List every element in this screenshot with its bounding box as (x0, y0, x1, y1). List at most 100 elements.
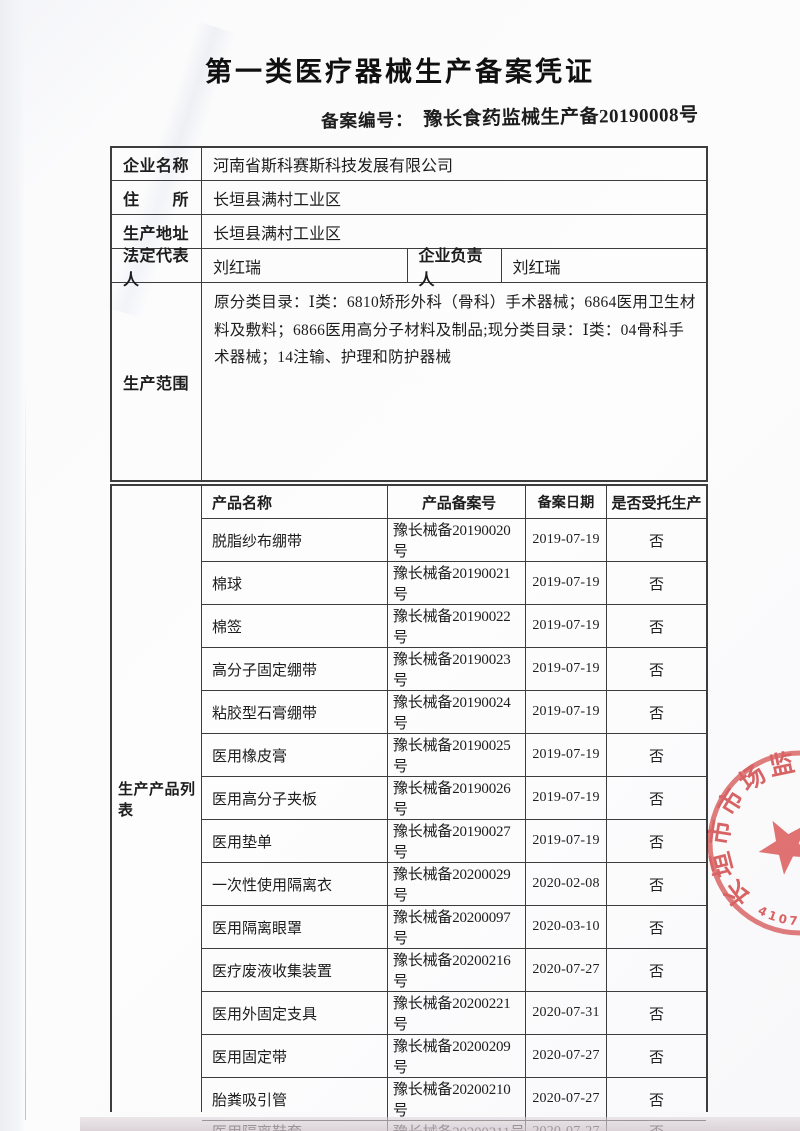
product-name-cell: 高分子固定绷带 (202, 648, 388, 690)
product-filing-number-cell: 豫长械备20200029号 (388, 863, 526, 905)
product-name-cell: 粘胶型石膏绷带 (202, 691, 388, 733)
product-table-row: 高分子固定绷带 豫长械备20190023号 2019-07-19 否 (202, 648, 706, 691)
product-filing-date-cell: 2019-07-19 (526, 648, 607, 690)
header-product-name: 产品名称 (202, 486, 388, 518)
product-entrusted-cell: 否 (648, 619, 664, 636)
product-table-row: 医用橡皮膏 豫长械备20190025号 2019-07-19 否 (202, 734, 706, 777)
residence-row: 住 所 长垣县满村工业区 (112, 181, 706, 215)
residence-label: 住 所 (112, 181, 202, 214)
product-entrusted-cell: 否 (648, 1092, 664, 1109)
product-table-row: 医用固定带 豫长械备20200209号 2020-07-27 否 (202, 1035, 706, 1078)
header-filing-number: 产品备案号 (388, 486, 526, 518)
product-grid: 产品名称 产品备案号 备案日期 是否受托生产 脱脂纱布绷带 豫长械备201900… (202, 486, 706, 1131)
filing-number-line: 备案编号： 豫长食药监械生产备20190008号 (321, 100, 699, 134)
enterprise-manager-value: 刘红瑞 (512, 259, 561, 277)
product-filing-number-cell: 豫长械备20200221号 (388, 992, 526, 1034)
product-entrusted-cell: 否 (648, 1049, 664, 1066)
product-entrusted-cell: 否 (648, 662, 664, 679)
product-filing-number-cell: 豫长械备20190025号 (388, 734, 526, 776)
product-name-cell: 棉签 (202, 605, 388, 647)
product-filing-date-cell: 2019-07-19 (526, 691, 607, 733)
product-table-row: 棉球 豫长械备20190021号 2019-07-19 否 (202, 562, 706, 605)
product-filing-date-cell: 2020-03-10 (526, 906, 607, 948)
official-red-stamp: 长垣市市场监 41072 (704, 748, 800, 936)
product-filing-number-cell: 豫长械备20190020号 (388, 519, 526, 561)
product-filing-number-cell: 豫长械备20200210号 (388, 1078, 526, 1120)
residence-value: 长垣县满村工业区 (213, 191, 342, 209)
product-entrusted-cell: 否 (648, 748, 664, 765)
company-label: 企业名称 (112, 148, 202, 180)
company-row: 企业名称 河南省斯科赛斯科技发展有限公司 (112, 148, 706, 181)
product-filing-date-cell: 2019-07-19 (526, 734, 607, 776)
product-filing-date-cell: 2019-07-19 (526, 562, 607, 604)
product-filing-number-cell: 豫长械备20190022号 (388, 605, 526, 647)
product-name-cell: 医用橡皮膏 (202, 734, 388, 776)
product-table-row: 医用垫单 豫长械备20190027号 2019-07-19 否 (202, 820, 706, 863)
legal-representative-row: 法定代表人 刘红瑞 企业负责人 刘红瑞 (112, 248, 706, 289)
product-table-row: 医疗废液收集装置 豫长械备20200216号 2020-07-27 否 (202, 949, 706, 992)
paper-edge-line (25, 380, 26, 1120)
product-entrusted-cell: 否 (648, 1006, 664, 1023)
product-name-cell: 脱脂纱布绷带 (202, 519, 388, 561)
product-name-cell: 一次性使用隔离衣 (202, 863, 388, 905)
production-scope-label: 生产范围 (112, 283, 202, 480)
product-table-header: 产品名称 产品备案号 备案日期 是否受托生产 (202, 486, 706, 519)
product-filing-date-cell: 2019-07-19 (526, 519, 607, 561)
product-table-row: 医用隔离眼罩 豫长械备20200097号 2020-03-10 否 (202, 906, 706, 949)
product-list-section-label: 生产产品列表 (112, 486, 202, 1112)
stamp-arc-text: 长垣市市场监 (704, 748, 797, 912)
enterprise-manager-label: 企业负责人 (408, 248, 502, 289)
production-address-row: 生产地址 长垣县满村工业区 (112, 215, 706, 249)
product-filing-date-cell: 2020-07-27 (526, 949, 607, 991)
product-table-row: 粘胶型石膏绷带 豫长械备20190024号 2019-07-19 否 (202, 691, 706, 734)
product-list-table: 生产产品列表 产品名称 产品备案号 备案日期 是否受托生产 脱脂纱布绷带 豫长械… (110, 484, 708, 1131)
product-filing-date-cell: 2020-07-27 (526, 1035, 607, 1077)
product-name-cell: 医疗废液收集装置 (202, 949, 388, 991)
product-filing-number-cell: 豫长械备20190026号 (388, 777, 526, 819)
product-table-row: 一次性使用隔离衣 豫长械备20200029号 2020-02-08 否 (202, 863, 706, 906)
company-value: 河南省斯科赛斯科技发展有限公司 (213, 158, 454, 175)
enterprise-info-table: 企业名称 河南省斯科赛斯科技发展有限公司 住 所 长垣县满村工业区 生产地址 长… (110, 146, 708, 482)
product-table-row: 胎粪吸引管 豫长械备20200210号 2020-07-27 否 (202, 1078, 706, 1121)
certificate-title: 第一类医疗器械生产备案凭证 (205, 57, 595, 87)
product-table-row: 医用外固定支具 豫长械备20200221号 2020-07-31 否 (202, 992, 706, 1035)
svg-text:长垣市市场监: 长垣市市场监 (704, 748, 800, 912)
production-address-value: 长垣县满村工业区 (213, 225, 342, 243)
header-filing-date: 备案日期 (526, 486, 607, 518)
product-name-cell: 医用隔离眼罩 (202, 906, 388, 948)
product-filing-number-cell: 豫长械备20190023号 (388, 648, 526, 690)
product-entrusted-cell: 否 (648, 791, 664, 808)
product-filing-number-cell: 豫长械备20190024号 (388, 691, 526, 733)
product-entrusted-cell: 否 (648, 576, 664, 593)
product-filing-number-cell: 豫长械备20190021号 (388, 562, 526, 604)
product-filing-number-cell: 豫长械备20200216号 (388, 949, 526, 991)
product-name-cell: 医用外固定支具 (202, 992, 388, 1034)
stamp-ring (707, 750, 800, 936)
header-entrusted: 是否受托生产 (611, 495, 702, 512)
production-scope-row: 生产范围 原分类目录：Ⅰ类：6810矫形外科（骨科）手术器械；6864医用卫生材… (112, 283, 706, 480)
production-address-label: 生产地址 (112, 215, 202, 248)
product-entrusted-cell: 否 (648, 920, 664, 937)
product-rows: 脱脂纱布绷带 豫长械备20190020号 2019-07-19 否 棉球 豫长械… (202, 519, 706, 1131)
product-filing-date-cell: 2019-07-19 (526, 777, 607, 819)
product-filing-number-cell: 豫长械备20200097号 (388, 906, 526, 948)
product-filing-date-cell: 2020-07-31 (526, 992, 607, 1034)
product-filing-date-cell: 2019-07-19 (526, 820, 607, 862)
product-entrusted-cell: 否 (648, 963, 664, 980)
product-name-cell: 医用固定带 (202, 1035, 388, 1077)
legal-representative-value: 刘红瑞 (202, 249, 408, 282)
legal-representative-label: 法定代表人 (112, 248, 202, 289)
product-table-row: 棉签 豫长械备20190022号 2019-07-19 否 (202, 605, 706, 648)
product-entrusted-cell: 否 (648, 877, 664, 894)
product-name-cell: 胎粪吸引管 (202, 1078, 388, 1120)
filing-number-label: 备案编号： (320, 109, 414, 132)
product-filing-number-cell: 豫长械备20190027号 (388, 820, 526, 862)
product-filing-date-cell: 2020-02-08 (526, 863, 607, 905)
stamp-star-icon (758, 820, 800, 875)
production-scope-value: 原分类目录：Ⅰ类：6810矫形外科（骨科）手术器械；6864医用卫生材料及敷料；… (214, 294, 696, 367)
product-name-cell: 棉球 (202, 562, 388, 604)
product-filing-number-cell: 豫长械备20200209号 (388, 1035, 526, 1077)
product-name-cell: 医用垫单 (202, 820, 388, 862)
product-filing-date-cell: 2019-07-19 (526, 605, 607, 647)
